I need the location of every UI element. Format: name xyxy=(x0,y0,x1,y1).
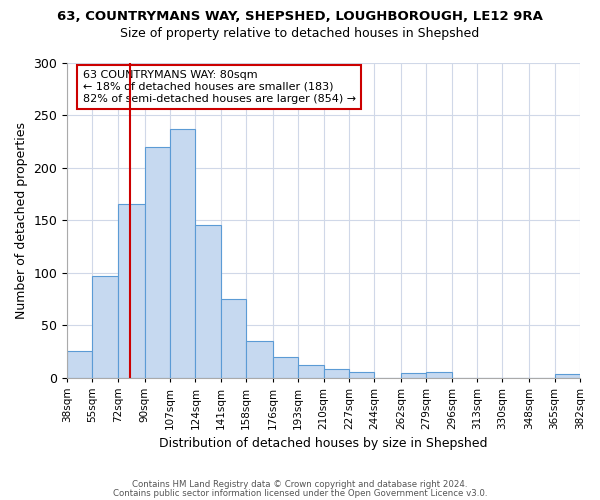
Text: Contains public sector information licensed under the Open Government Licence v3: Contains public sector information licen… xyxy=(113,490,487,498)
Bar xyxy=(427,372,452,378)
Text: Size of property relative to detached houses in Shepshed: Size of property relative to detached ho… xyxy=(121,28,479,40)
Bar xyxy=(401,374,427,378)
Bar xyxy=(298,365,323,378)
Y-axis label: Number of detached properties: Number of detached properties xyxy=(15,122,28,318)
Bar xyxy=(145,146,170,378)
Bar xyxy=(554,374,580,378)
Bar xyxy=(170,128,196,378)
Bar xyxy=(67,352,92,378)
Bar xyxy=(196,226,221,378)
Text: Contains HM Land Registry data © Crown copyright and database right 2024.: Contains HM Land Registry data © Crown c… xyxy=(132,480,468,489)
Bar xyxy=(273,356,298,378)
Bar xyxy=(221,299,246,378)
Bar xyxy=(92,276,118,378)
Text: 63, COUNTRYMANS WAY, SHEPSHED, LOUGHBOROUGH, LE12 9RA: 63, COUNTRYMANS WAY, SHEPSHED, LOUGHBORO… xyxy=(57,10,543,23)
Bar xyxy=(323,369,349,378)
Text: 63 COUNTRYMANS WAY: 80sqm
← 18% of detached houses are smaller (183)
82% of semi: 63 COUNTRYMANS WAY: 80sqm ← 18% of detac… xyxy=(83,70,356,104)
Bar xyxy=(349,372,374,378)
Bar xyxy=(246,341,273,378)
Bar xyxy=(118,204,145,378)
X-axis label: Distribution of detached houses by size in Shepshed: Distribution of detached houses by size … xyxy=(160,437,488,450)
